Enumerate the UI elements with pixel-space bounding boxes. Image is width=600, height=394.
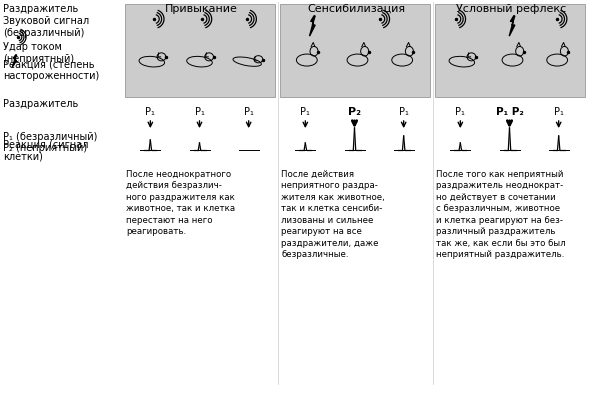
Text: Удар током
(неприятный): Удар током (неприятный) xyxy=(3,42,74,64)
Text: Сенсибилизация: Сенсибилизация xyxy=(307,4,406,14)
FancyBboxPatch shape xyxy=(436,6,583,94)
Text: Р₂: Р₂ xyxy=(348,107,361,117)
Text: После действия
неприятного раздра-
жителя как животное,
так и клетка сенсиби-
ли: После действия неприятного раздра- жител… xyxy=(281,170,385,259)
Text: Р₁ Р₂: Р₁ Р₂ xyxy=(496,107,523,117)
Text: Реакция (сигнал
клетки): Реакция (сигнал клетки) xyxy=(3,139,88,162)
FancyBboxPatch shape xyxy=(125,4,275,97)
Text: Р₁ (безразличный): Р₁ (безразличный) xyxy=(3,132,97,142)
Text: Реакция (степень
настороженности): Реакция (степень настороженности) xyxy=(3,59,99,82)
Text: Р₁: Р₁ xyxy=(399,107,409,117)
Text: Р₁: Р₁ xyxy=(244,107,254,117)
Text: Условный рефлекс: Условный рефлекс xyxy=(457,4,566,14)
Polygon shape xyxy=(310,16,315,36)
Text: Звуковой сигнал
(безразличный): Звуковой сигнал (безразличный) xyxy=(3,16,89,38)
Text: Раздражитель: Раздражитель xyxy=(3,4,78,14)
Polygon shape xyxy=(12,55,17,67)
Text: Р₁: Р₁ xyxy=(455,107,465,117)
Text: Р₁: Р₁ xyxy=(301,107,310,117)
Text: Р₁: Р₁ xyxy=(194,107,205,117)
Text: После неоднократного
действия безразлич-
ного раздражителя как
животное, так и к: После неоднократного действия безразлич-… xyxy=(126,170,235,236)
Text: Р₁: Р₁ xyxy=(145,107,155,117)
FancyBboxPatch shape xyxy=(435,4,585,97)
Polygon shape xyxy=(509,16,515,36)
FancyBboxPatch shape xyxy=(126,6,273,94)
Text: Р₁: Р₁ xyxy=(554,107,563,117)
FancyBboxPatch shape xyxy=(280,4,430,97)
Text: Привыкание: Привыкание xyxy=(165,4,238,14)
Text: После того как неприятный
раздражитель неоднократ-
но действует в сочетании
с бе: После того как неприятный раздражитель н… xyxy=(436,170,566,259)
Text: Р₂ (неприятный): Р₂ (неприятный) xyxy=(3,143,87,153)
Text: Раздражитель: Раздражитель xyxy=(3,99,78,109)
FancyBboxPatch shape xyxy=(281,6,428,94)
